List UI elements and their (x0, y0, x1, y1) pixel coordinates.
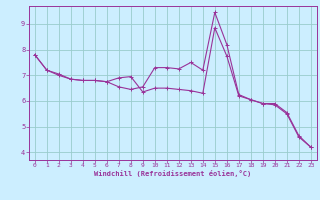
X-axis label: Windchill (Refroidissement éolien,°C): Windchill (Refroidissement éolien,°C) (94, 170, 252, 177)
